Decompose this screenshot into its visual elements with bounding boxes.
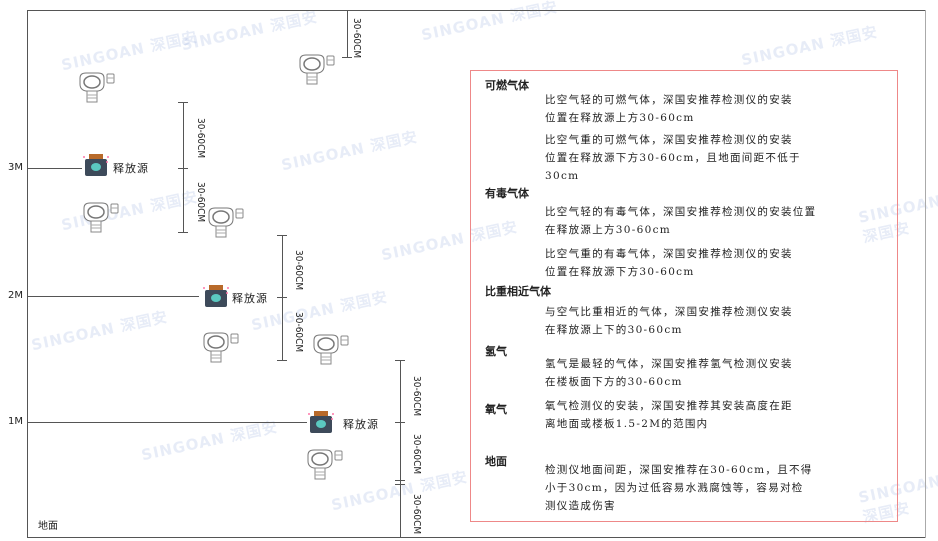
watermark: SINGOAN 深国安	[249, 287, 390, 335]
level-2m: 2M	[8, 290, 23, 301]
section-text: 氧气检测仪的安装，深国安推荐其安装高度在距 离地面或楼板1.5-2M的范围内	[545, 400, 793, 430]
dimension-tick	[277, 360, 287, 361]
right-border	[925, 10, 926, 538]
section-text: 比空气轻的有毒气体，深国安推荐检测仪的安装位置 在释放源上方30-60cm	[545, 206, 817, 236]
gas-detector-icon	[296, 52, 336, 86]
ceiling-line	[27, 10, 925, 11]
section-title-combustible: 可燃气体	[485, 79, 529, 92]
dimension-tick	[178, 168, 188, 169]
dimension-tick	[395, 484, 405, 485]
watermark: SINGOAN 深国安	[179, 7, 320, 55]
level-1m: 1M	[8, 416, 23, 427]
gas-detector-icon	[205, 205, 245, 239]
dimension-line	[347, 10, 348, 58]
guidance-panel: 可燃气体 比空气轻的可燃气体，深国安推荐检测仪的安装 位置在释放源上方30-60…	[470, 70, 898, 522]
release-source-label: 释放源	[232, 292, 268, 305]
section-text: 比空气重的可燃气体，深国安推荐检测仪的安装 位置在释放源下方30-60cm，且地…	[545, 134, 801, 182]
section-title-oxygen: 氧气	[485, 403, 507, 416]
release-source-icon	[308, 410, 334, 434]
dimension-tick	[277, 297, 287, 298]
dimension-label: 30-60CM	[293, 250, 304, 291]
dimension-tick	[395, 422, 405, 423]
watermark: SINGOAN 深国安	[29, 307, 170, 355]
dimension-label: 30-60CM	[351, 18, 362, 59]
dimension-label: 30-60CM	[293, 312, 304, 353]
section-title-hydrogen: 氢气	[485, 345, 507, 358]
level-1m-line	[27, 422, 307, 423]
gas-detector-icon	[76, 70, 116, 104]
dimension-label: 30-60CM	[411, 376, 422, 417]
dimension-tick	[342, 57, 352, 58]
gas-detector-icon	[304, 447, 344, 481]
gas-detector-icon	[200, 330, 240, 364]
section-title-similar-density: 比重相近气体	[485, 285, 551, 298]
dimension-tick	[395, 360, 405, 361]
dimension-label: 30-60CM	[411, 494, 422, 535]
release-source-icon	[83, 153, 109, 177]
dimension-label: 30-60CM	[195, 182, 206, 223]
dimension-tick	[395, 480, 405, 481]
section-title-ground: 地面	[485, 455, 507, 468]
section-title-toxic: 有毒气体	[485, 187, 529, 200]
watermark: SINGOAN 深国安	[419, 0, 560, 45]
wall-line	[27, 10, 28, 538]
ground-label: 地面	[38, 521, 58, 532]
watermark: SINGOAN 深国安	[279, 127, 420, 175]
level-3m: 3M	[8, 162, 23, 173]
dimension-tick	[178, 102, 188, 103]
gas-detector-icon	[80, 200, 120, 234]
release-source-label: 释放源	[343, 418, 379, 431]
section-text: 氢气是最轻的气体，深国安推荐氢气检测仪安装 在楼板面下方的30-60cm	[545, 358, 793, 388]
level-3m-line	[27, 168, 82, 169]
release-source-label: 释放源	[113, 162, 149, 175]
section-text: 比空气重的有毒气体，深国安推荐检测仪的安装 位置在释放源下方30-60cm	[545, 248, 793, 278]
watermark: SINGOAN 深国安	[59, 27, 200, 75]
dimension-tick	[178, 232, 188, 233]
level-2m-line	[27, 296, 199, 297]
dimension-label: 30-60CM	[195, 118, 206, 159]
watermark: SINGOAN 深国安	[139, 417, 280, 465]
section-text: 比空气轻的可燃气体，深国安推荐检测仪的安装 位置在释放源上方30-60cm	[545, 94, 793, 124]
release-source-icon	[203, 284, 229, 308]
section-text: 检测仪地面间距，深国安推荐在30-60cm，且不得 小于30cm，因为过低容易水…	[545, 464, 813, 512]
dimension-line	[400, 360, 401, 538]
section-text: 与空气比重相近的气体，深国安推荐检测仪安装 在释放源上下的30-60cm	[545, 306, 793, 336]
dimension-line	[183, 102, 184, 232]
watermark: SINGOAN 深国安	[739, 22, 880, 70]
floor-line	[27, 537, 925, 538]
dimension-tick	[277, 235, 287, 236]
dimension-label: 30-60CM	[411, 434, 422, 475]
gas-detector-icon	[310, 332, 350, 366]
